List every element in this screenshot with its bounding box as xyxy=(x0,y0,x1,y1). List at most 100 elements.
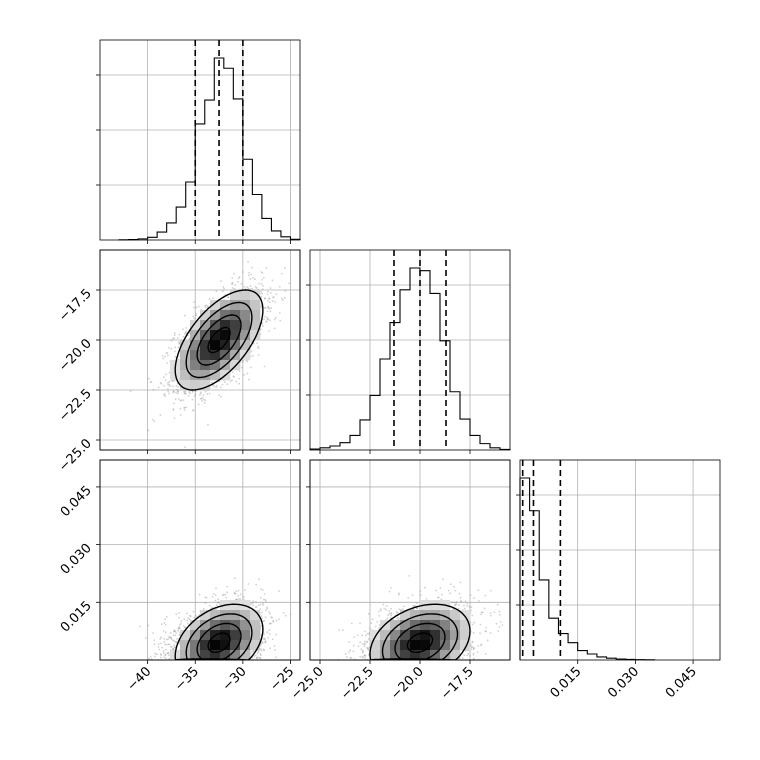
sample-point xyxy=(275,293,278,296)
sample-point xyxy=(184,390,187,392)
sample-point xyxy=(263,365,266,368)
sample-point xyxy=(144,637,147,639)
sample-point xyxy=(272,296,275,299)
sample-point xyxy=(264,321,267,323)
sample-point xyxy=(253,655,255,657)
sample-point xyxy=(163,637,166,640)
sample-point xyxy=(278,312,281,314)
sample-point xyxy=(220,280,222,283)
sample-point xyxy=(266,316,269,319)
y-tick-label: 0.045 xyxy=(58,483,95,520)
sample-point xyxy=(172,647,175,650)
sample-point xyxy=(273,645,276,647)
sample-point xyxy=(275,633,277,636)
sample-point xyxy=(193,301,196,303)
sample-point xyxy=(226,585,229,588)
x-tick-label: −30 xyxy=(220,664,250,694)
density-cell xyxy=(210,300,221,311)
density-cell xyxy=(220,300,231,311)
sample-point xyxy=(221,383,224,386)
sample-point xyxy=(174,355,177,358)
density-cell xyxy=(240,300,251,311)
sample-point xyxy=(183,390,185,393)
sample-point xyxy=(175,613,178,616)
sample-point xyxy=(264,641,267,644)
sample-point xyxy=(251,266,253,269)
sample-point xyxy=(247,274,250,277)
sample-point xyxy=(174,634,177,637)
sample-point xyxy=(260,648,262,651)
sample-point xyxy=(281,297,283,300)
sample-point xyxy=(222,593,225,596)
sample-point xyxy=(166,388,169,391)
sample-point xyxy=(281,272,283,275)
sample-point xyxy=(251,354,254,357)
sample-point xyxy=(255,583,258,586)
sample-point xyxy=(263,638,266,641)
sample-point xyxy=(268,301,271,304)
sample-point xyxy=(249,603,252,606)
sample-point xyxy=(175,391,177,394)
sample-point xyxy=(167,390,169,393)
sample-point xyxy=(177,389,180,392)
sample-point xyxy=(264,616,267,619)
sample-point xyxy=(169,636,171,639)
sample-point xyxy=(168,371,171,374)
sample-point xyxy=(185,406,188,409)
x-tick-label: −20.0 xyxy=(388,664,427,703)
sample-point xyxy=(231,371,234,373)
sample-point xyxy=(248,271,250,274)
x-tick-label: 0.015 xyxy=(548,664,585,701)
sample-point xyxy=(269,287,272,290)
sample-point xyxy=(200,398,202,400)
sample-point xyxy=(229,380,232,383)
y-tick-label: −25.0 xyxy=(56,436,95,475)
sample-point xyxy=(167,383,169,386)
sample-point xyxy=(254,278,256,281)
sample-point xyxy=(164,653,167,656)
sample-point xyxy=(284,614,287,617)
sample-point xyxy=(159,637,162,640)
sample-point xyxy=(159,653,162,655)
panel-frame-1-1 xyxy=(309,249,511,451)
sample-point xyxy=(211,606,214,609)
density-cell xyxy=(210,310,221,321)
sample-point xyxy=(288,282,291,285)
sample-point xyxy=(178,616,180,619)
sample-point xyxy=(163,640,166,643)
sample-point xyxy=(283,296,286,299)
sample-point xyxy=(215,386,218,389)
sample-point xyxy=(176,337,179,339)
sample-point xyxy=(263,633,265,636)
sample-point xyxy=(284,290,287,292)
sample-point xyxy=(166,362,169,364)
sample-point xyxy=(260,649,263,652)
sample-point xyxy=(222,285,225,288)
sample-point xyxy=(183,406,186,409)
sample-point xyxy=(183,618,186,621)
sample-point xyxy=(178,380,181,383)
density-cell xyxy=(230,360,241,371)
y-tick-label: 0.015 xyxy=(58,599,95,636)
sample-point xyxy=(164,631,167,634)
sample-point xyxy=(263,318,265,320)
sample-point xyxy=(234,284,237,287)
sample-point xyxy=(166,351,169,354)
sample-point xyxy=(243,285,246,288)
sample-point xyxy=(250,350,253,352)
sample-point xyxy=(160,642,162,645)
density-cell xyxy=(250,320,261,331)
sample-point xyxy=(250,366,252,369)
sample-point xyxy=(192,315,195,318)
sample-point xyxy=(164,654,167,657)
sample-point xyxy=(170,339,173,342)
sample-point xyxy=(269,319,271,322)
sample-point xyxy=(260,296,263,298)
sample-point xyxy=(257,345,259,348)
sample-point xyxy=(193,306,195,309)
sample-point xyxy=(194,614,197,617)
sample-point xyxy=(264,315,266,318)
sample-point xyxy=(252,277,254,279)
sample-point xyxy=(201,400,203,402)
sample-point xyxy=(161,354,164,357)
